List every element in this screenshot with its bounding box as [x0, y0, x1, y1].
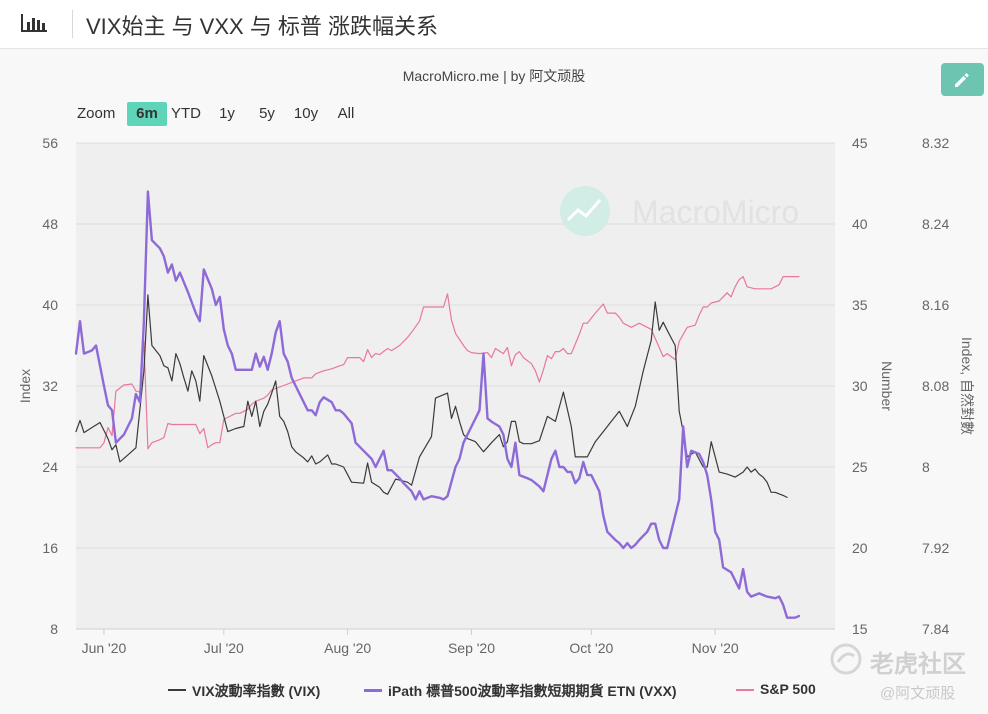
corner-watermark-handle: @阿文顽股	[880, 685, 956, 702]
y-tick-label-mid: 25	[852, 459, 868, 475]
y-tick-label-right: 8.16	[922, 297, 949, 313]
series-line-vxx[interactable]	[74, 190, 801, 619]
macromicro-watermark: MacroMicro	[560, 186, 799, 236]
page-title: VIX始主 与 VXX 与 标普 涨跌幅关系	[86, 14, 439, 39]
zoom-option-10y[interactable]: 10y	[293, 105, 319, 122]
legend-label-vix: VIX波動率指數 (VIX)	[192, 683, 321, 699]
watermark-text: MacroMicro	[632, 194, 799, 230]
y-tick-label-right: 8.24	[922, 216, 949, 232]
series-line-vix[interactable]	[75, 294, 788, 498]
y-tick-label-mid: 45	[852, 135, 868, 151]
zoom-option-all[interactable]: All	[337, 105, 355, 122]
y-tick-label-mid: 20	[852, 540, 868, 556]
y-tick-label-mid: 40	[852, 216, 868, 232]
x-tick-label: Sep '20	[448, 640, 495, 656]
x-tick-label: Aug '20	[324, 640, 371, 656]
legend-swatch-vix	[168, 689, 186, 691]
axes: 56 48 40 32 24 16 8 45 40 35 30 25 20 15 8.32 8.24 8.16 8…	[17, 135, 975, 656]
tiger-logo-icon	[830, 643, 862, 675]
header: VIX始主 与 VXX 与 标普 涨跌幅关系	[0, 0, 988, 49]
x-tick-label: Jul '20	[204, 640, 244, 656]
y-tick-label-left: 16	[42, 540, 58, 556]
x-tick-label: Oct '20	[569, 640, 613, 656]
series-group	[74, 190, 801, 619]
legend: VIX波動率指數 (VIX) iPath 標普500波動率指數短期期貨 ETN …	[0, 680, 988, 700]
y-tick-label-mid: 35	[852, 297, 868, 313]
x-tick-label: Nov '20	[692, 640, 739, 656]
y-tick-label-left: 24	[42, 459, 58, 475]
y-axis-title-mid: Number	[879, 361, 895, 411]
edit-button[interactable]	[941, 63, 984, 96]
y-axis-title-left: Index	[17, 369, 33, 403]
x-tick-label: Jun '20	[82, 640, 127, 656]
y-tick-label-right: 7.84	[922, 621, 949, 637]
y-tick-label-right: 7.92	[922, 540, 949, 556]
y-tick-label-left: 48	[42, 216, 58, 232]
chart-source: MacroMicro.me | by 阿文顽股	[402, 68, 586, 84]
zoom-option-5y[interactable]: 5y	[259, 105, 275, 122]
zoom-option-ytd[interactable]: YTD	[171, 105, 201, 122]
series-line-sp500[interactable]	[75, 276, 800, 450]
y-tick-label-left: 8	[50, 621, 58, 637]
zoom-label: Zoom	[77, 105, 116, 122]
legend-label-sp500: S&P 500	[760, 681, 816, 697]
y-tick-label-left: 56	[42, 135, 58, 151]
y-axis-title-right: Index, 自然對數	[959, 337, 975, 435]
legend-label-vxx: iPath 標普500波動率指數短期期貨 ETN (VXX)	[388, 683, 677, 699]
y-tick-label-left: 32	[42, 378, 58, 394]
corner-watermark-brand: 老虎社区	[870, 651, 966, 678]
zoom-option-6m[interactable]: 6m	[127, 102, 167, 126]
y-tick-label-right: 8	[922, 459, 930, 475]
y-tick-label-left: 40	[42, 297, 58, 313]
legend-swatch-sp500	[736, 689, 754, 691]
corner-watermark: 老虎社区 @阿文顽股	[828, 642, 988, 714]
pencil-icon	[955, 73, 969, 87]
y-tick-label-right: 8.08	[922, 378, 949, 394]
header-divider	[72, 10, 73, 38]
bar-chart-icon[interactable]	[20, 12, 48, 34]
y-tick-label-right: 8.32	[922, 135, 949, 151]
zoom-option-1y[interactable]: 1y	[219, 105, 235, 122]
legend-swatch-vxx	[364, 689, 382, 692]
y-tick-label-mid: 30	[852, 378, 868, 394]
y-tick-label-mid: 15	[852, 621, 868, 637]
